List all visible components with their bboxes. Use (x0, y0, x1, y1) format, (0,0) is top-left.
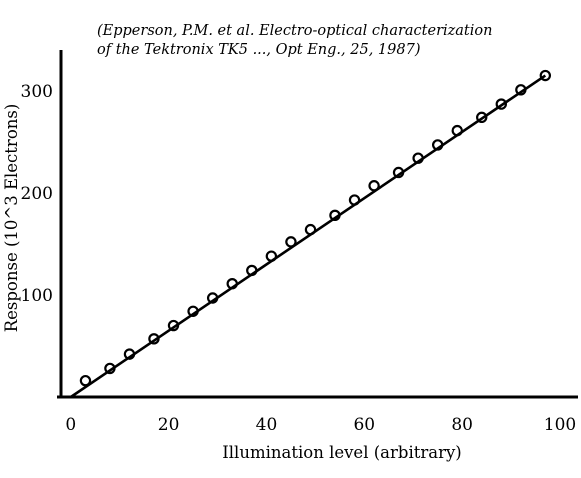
data-point (265, 250, 278, 262)
data-point (476, 111, 488, 124)
data-point (539, 69, 552, 82)
data-point (226, 278, 238, 290)
y-tick-label: 100 (21, 286, 53, 306)
data-point (246, 264, 258, 277)
data-point (187, 305, 199, 317)
data-point (123, 348, 136, 360)
data-point (329, 209, 341, 222)
data-points (79, 69, 552, 387)
data-point (392, 166, 405, 179)
data-point (79, 374, 92, 387)
data-point (431, 139, 444, 151)
citation-line-1: (Epperson, P.M. et al. Electro-optical c… (97, 23, 492, 39)
data-point (285, 236, 297, 248)
data-point (104, 362, 116, 375)
x-tick-label: 40 (256, 415, 278, 435)
data-point (515, 84, 527, 96)
data-point (206, 292, 219, 304)
data-point (167, 319, 180, 332)
citation-line-2: of the Tektronix TK5 ..., Opt Eng., 25, … (97, 42, 420, 58)
data-point (148, 333, 160, 345)
data-point (348, 194, 361, 206)
x-tick-label: 80 (451, 415, 473, 435)
tick-labels: 0 20 40 60 80 100 100 200 300 (21, 82, 577, 435)
x-tick-label: 100 (544, 415, 576, 435)
data-point (451, 124, 463, 137)
x-tick-label: 60 (353, 415, 375, 435)
x-tick-label: 20 (158, 415, 180, 435)
y-axis-title: Response (10^3 Electrons) (2, 104, 21, 333)
x-axis-title: Illumination level (arbitrary) (222, 443, 461, 462)
fit-line (70, 74, 547, 399)
axes (57, 50, 578, 399)
data-point (412, 152, 424, 164)
y-tick-label: 200 (21, 184, 53, 204)
y-tick-label: 300 (21, 82, 53, 102)
data-point (304, 223, 317, 236)
fit-line-layer (70, 74, 547, 399)
data-point (368, 180, 380, 192)
x-tick-label: 0 (65, 415, 76, 435)
data-point (495, 98, 507, 110)
